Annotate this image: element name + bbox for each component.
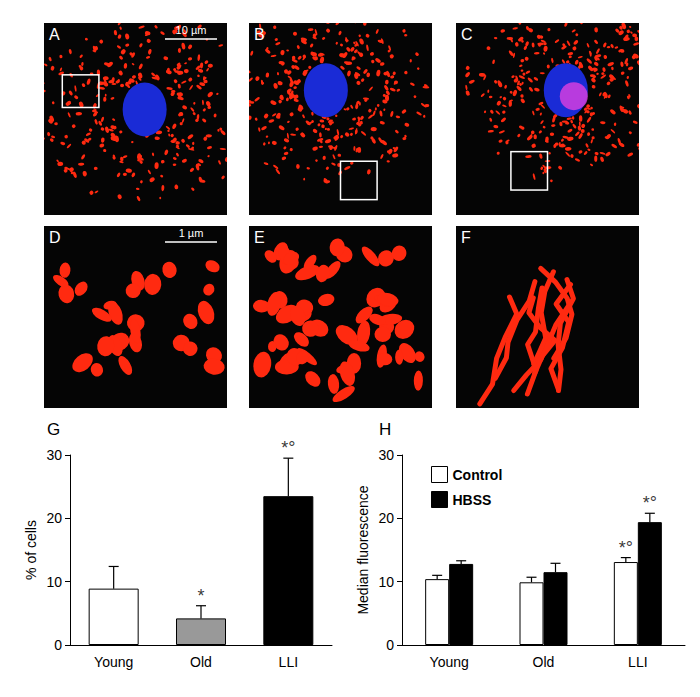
svg-text:C: C — [461, 26, 473, 43]
svg-text:Median fluorescence: Median fluorescence — [355, 485, 371, 614]
svg-text:Old: Old — [533, 654, 555, 670]
svg-text:D: D — [49, 229, 61, 246]
svg-text:% of cells: % of cells — [23, 520, 39, 580]
svg-text:*°: *° — [619, 538, 633, 558]
svg-text:LLI: LLI — [279, 654, 298, 670]
svg-text:1 µm: 1 µm — [179, 227, 204, 239]
svg-text:20: 20 — [46, 510, 62, 526]
svg-text:*°: *° — [643, 493, 657, 513]
svg-text:HBSS: HBSS — [453, 492, 492, 508]
svg-text:30: 30 — [378, 447, 394, 463]
svg-text:*: * — [197, 586, 204, 606]
svg-text:Young: Young — [94, 654, 133, 670]
svg-text:Young: Young — [430, 654, 469, 670]
svg-text:*°: *° — [281, 438, 295, 458]
svg-text:10: 10 — [46, 574, 62, 590]
svg-text:Old: Old — [190, 654, 212, 670]
svg-text:Control: Control — [453, 467, 503, 483]
svg-text:0: 0 — [386, 637, 394, 653]
svg-text:H: H — [379, 420, 391, 439]
svg-text:10 µm: 10 µm — [176, 24, 207, 36]
svg-text:F: F — [461, 229, 471, 246]
svg-text:30: 30 — [46, 447, 62, 463]
svg-text:G: G — [47, 420, 60, 439]
svg-text:LLI: LLI — [628, 654, 647, 670]
svg-text:0: 0 — [54, 637, 62, 653]
svg-text:B: B — [254, 26, 265, 43]
svg-text:10: 10 — [378, 574, 394, 590]
svg-text:A: A — [49, 26, 60, 43]
svg-text:20: 20 — [378, 510, 394, 526]
svg-text:E: E — [254, 229, 265, 246]
